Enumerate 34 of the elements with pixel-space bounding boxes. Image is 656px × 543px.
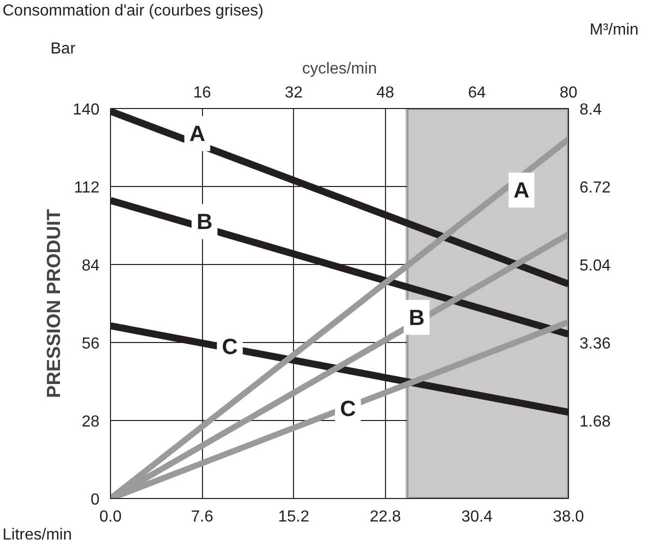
y-tick-label: 0	[90, 492, 100, 508]
x2-tick-label: 48	[376, 84, 394, 102]
x2-tick-label: 32	[284, 84, 303, 102]
y-tick-label: 112	[74, 180, 100, 196]
annotation: C	[340, 396, 356, 422]
x-tick-label: 22.8	[370, 508, 401, 526]
x-tick-label: 30.4	[461, 508, 493, 526]
annotation: A	[189, 121, 206, 146]
y2-tick-label: 6.72	[580, 180, 611, 196]
x-tick-label: 15.2	[278, 508, 310, 526]
y2-tick-label: 5.04	[580, 258, 611, 274]
annotation: B	[408, 304, 425, 330]
y-tick-label: 84	[82, 258, 100, 274]
chart-title: Consommation d'air (courbes grises)	[2, 2, 264, 20]
x-tick-label: 7.6	[190, 508, 214, 526]
y-tick-label: 28	[82, 414, 100, 430]
x2-tick-label: 80	[560, 84, 578, 102]
y2-axis-title: M³/min	[590, 22, 639, 38]
annotation: C	[222, 334, 238, 359]
y-tick-label: 56	[82, 336, 100, 352]
annotation: A	[514, 178, 530, 203]
x2-tick-label: 64	[468, 84, 486, 102]
x2-axis-title: cycles/min	[302, 60, 377, 78]
y-tick-label: 140	[72, 102, 100, 118]
text: Bar	[50, 40, 76, 58]
annotation: B	[196, 209, 212, 234]
x-axis-title: Litres/min	[2, 526, 72, 543]
x2-tick-label: 16	[193, 84, 212, 102]
x-tick-label: 38.0	[552, 508, 584, 526]
y-axis-title: PRESSION PRODUIT	[44, 208, 65, 398]
x-tick-label: 0.0	[99, 508, 122, 526]
y2-tick-label: 8.4	[580, 102, 602, 118]
y2-tick-label: 3.36	[580, 336, 611, 352]
y2-tick-label: 1.68	[580, 414, 611, 430]
